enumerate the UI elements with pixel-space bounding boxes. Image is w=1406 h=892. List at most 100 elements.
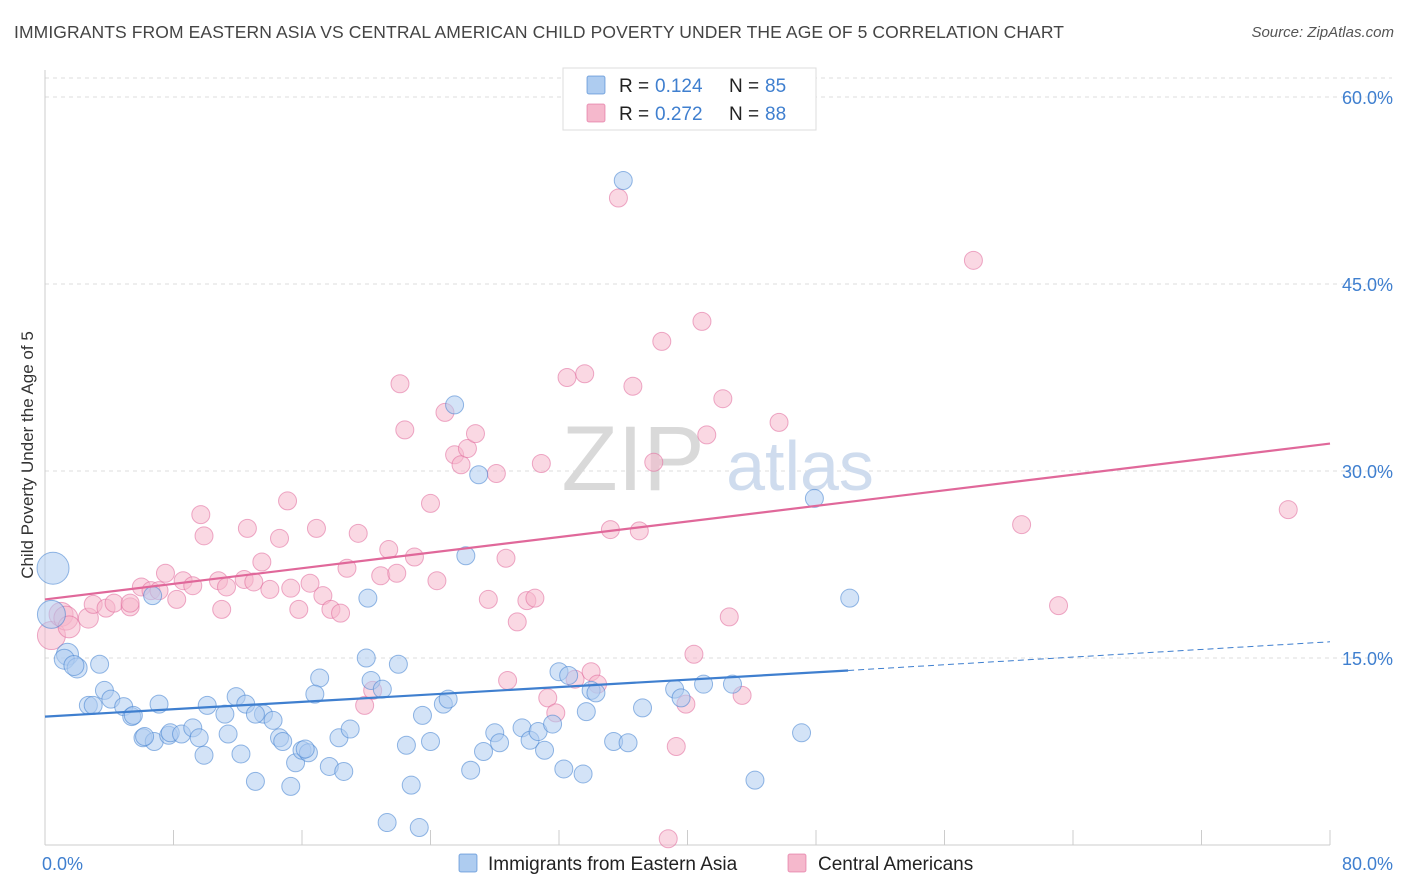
- data-point-eastern-asia: [245, 771, 265, 791]
- data-point-eastern-asia: [149, 694, 169, 714]
- data-point-central-americans: [390, 374, 410, 394]
- legend-blue-r-value: 0.124: [655, 76, 703, 97]
- data-point-central-americans: [1278, 500, 1298, 520]
- data-point-eastern-asia: [445, 395, 465, 415]
- data-point-eastern-asia: [273, 732, 293, 752]
- legend-blue-r-label: R =: [619, 76, 649, 97]
- data-point-central-americans: [252, 552, 272, 572]
- data-point-central-americans: [963, 250, 983, 270]
- data-point-eastern-asia: [218, 724, 238, 744]
- data-point-central-americans: [191, 505, 211, 525]
- watermark-atlas: atlas: [726, 427, 874, 505]
- data-point-eastern-asia: [554, 759, 574, 779]
- data-point-central-americans: [692, 311, 712, 331]
- data-point-central-americans: [244, 572, 264, 592]
- y-tick-label: 30.0%: [1342, 462, 1393, 482]
- data-point-eastern-asia: [535, 740, 555, 760]
- legend-blue-n-label: N =: [729, 76, 759, 97]
- data-point-central-americans: [713, 389, 733, 409]
- data-point-central-americans: [183, 576, 203, 596]
- data-point-eastern-asia: [618, 733, 638, 753]
- data-point-eastern-asia: [36, 599, 66, 629]
- data-point-eastern-asia: [263, 710, 283, 730]
- data-point-central-americans: [212, 599, 232, 619]
- chart-title: IMMIGRANTS FROM EASTERN ASIA VS CENTRAL …: [14, 22, 1065, 42]
- data-point-central-americans: [666, 737, 686, 757]
- data-point-eastern-asia: [469, 465, 489, 485]
- data-point-central-americans: [281, 578, 301, 598]
- legend-pink-swatch: [586, 103, 606, 123]
- y-tick-label: 15.0%: [1342, 649, 1393, 669]
- data-point-eastern-asia: [576, 702, 596, 722]
- data-point-central-americans: [496, 548, 516, 568]
- data-point-central-americans: [652, 331, 672, 351]
- data-point-central-americans: [348, 523, 368, 543]
- legend-pink-r-value: 0.272: [655, 104, 703, 125]
- data-point-eastern-asia: [613, 171, 633, 191]
- data-point-eastern-asia: [143, 586, 163, 606]
- legend-bottom-pink-swatch: [787, 853, 807, 873]
- data-point-eastern-asia: [63, 654, 85, 676]
- data-point-eastern-asia: [123, 705, 143, 725]
- data-point-eastern-asia: [135, 727, 155, 747]
- data-point-eastern-asia: [586, 683, 606, 703]
- legend-bottom: Immigrants from Eastern Asia Central Ame…: [458, 853, 973, 875]
- data-point-eastern-asia: [456, 546, 476, 566]
- data-point-central-americans: [575, 364, 595, 384]
- data-point-eastern-asia: [671, 688, 691, 708]
- legend-pink-r-label: R =: [619, 104, 649, 125]
- data-point-eastern-asia: [804, 488, 824, 508]
- data-point-central-americans: [557, 368, 577, 387]
- data-point-eastern-asia: [745, 770, 765, 790]
- data-point-central-americans: [395, 420, 415, 440]
- y-tick-label: 45.0%: [1342, 275, 1393, 295]
- legend-blue-swatch: [586, 75, 606, 95]
- data-point-eastern-asia: [409, 818, 429, 838]
- data-point-central-americans: [300, 573, 320, 593]
- trend-line-central-americans: [44, 442, 1331, 601]
- data-point-central-americans: [697, 425, 717, 445]
- data-point-central-americans: [387, 563, 407, 583]
- legend-pink-n-label: N =: [729, 104, 759, 125]
- data-point-eastern-asia: [543, 714, 563, 734]
- data-point-eastern-asia: [396, 735, 416, 755]
- data-point-central-americans: [427, 571, 447, 591]
- data-point-central-americans: [538, 688, 558, 708]
- data-point-central-americans: [629, 521, 649, 541]
- data-point-central-americans: [457, 439, 477, 459]
- data-point-eastern-asia: [388, 654, 408, 674]
- data-point-eastern-asia: [633, 698, 653, 718]
- data-point-eastern-asia: [334, 761, 354, 781]
- data-point-central-americans: [623, 376, 643, 396]
- data-point-eastern-asia: [412, 705, 432, 725]
- data-point-central-americans: [498, 670, 518, 690]
- data-point-eastern-asia: [490, 733, 510, 753]
- data-point-eastern-asia: [245, 704, 265, 724]
- x-tick-label: 80.0%: [1342, 854, 1393, 874]
- data-point-central-americans: [478, 589, 498, 609]
- data-point-eastern-asia: [792, 723, 812, 743]
- data-point-eastern-asia: [295, 739, 315, 759]
- data-point-eastern-asia: [90, 654, 110, 674]
- data-point-eastern-asia: [189, 728, 209, 748]
- data-point-eastern-asia: [372, 679, 392, 699]
- data-point-eastern-asia: [474, 742, 494, 761]
- data-point-eastern-asia: [231, 744, 251, 764]
- data-point-central-americans: [1012, 515, 1032, 535]
- data-point-eastern-asia: [461, 760, 481, 780]
- y-tick-labels: 15.0% 30.0% 45.0% 60.0%: [1342, 88, 1393, 669]
- data-point-central-americans: [260, 579, 280, 599]
- data-point-central-americans: [486, 463, 506, 483]
- data-point-central-americans: [371, 566, 391, 586]
- data-point-central-americans: [644, 452, 664, 472]
- legend-bottom-blue-swatch: [458, 853, 478, 873]
- data-point-eastern-asia: [281, 776, 301, 796]
- data-point-central-americans: [658, 829, 678, 849]
- data-point-central-americans: [719, 607, 739, 627]
- series-eastern-asia: [36, 171, 860, 838]
- data-point-eastern-asia: [358, 588, 378, 608]
- data-point-central-americans: [306, 518, 326, 538]
- data-point-central-americans: [155, 563, 175, 583]
- data-point-central-americans: [278, 491, 298, 511]
